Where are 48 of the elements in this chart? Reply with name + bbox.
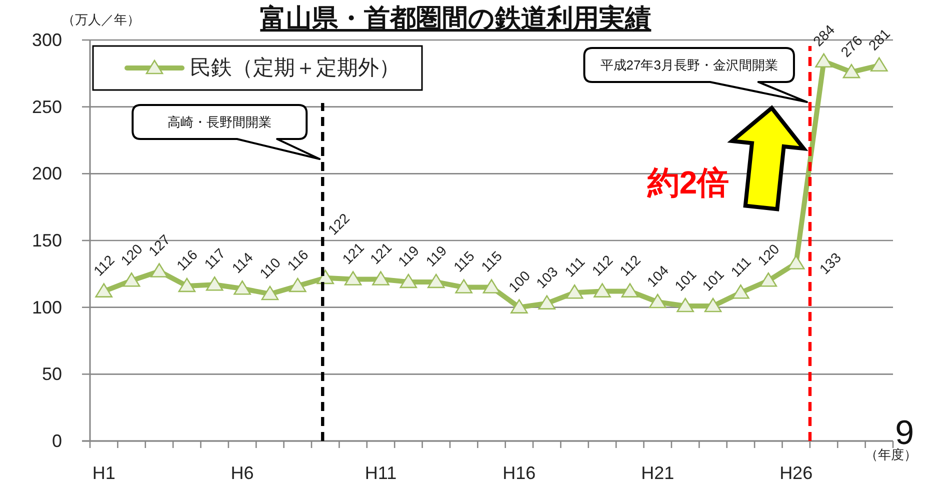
data-label: 276 <box>838 32 866 60</box>
y-tick-label: 200 <box>32 164 62 184</box>
data-label: 101 <box>671 266 700 294</box>
y-tick-label: 300 <box>32 30 62 50</box>
annotation: 高崎・長野間開業 <box>168 114 272 130</box>
data-label: 117 <box>201 245 228 272</box>
y-tick-label: 150 <box>32 230 62 250</box>
data-label: 115 <box>478 248 506 275</box>
y-axis-label: （万人／年） <box>62 12 140 27</box>
data-label: 110 <box>256 254 284 282</box>
data-label: 101 <box>699 266 727 294</box>
data-label: 127 <box>145 231 174 260</box>
x-tick-label: H1 <box>92 463 116 483</box>
y-tick-label: 250 <box>32 96 62 117</box>
y-tick-label: 50 <box>42 364 62 384</box>
data-label: 119 <box>422 242 450 270</box>
x-tick-label: H11 <box>364 463 397 483</box>
x-tick-label: H21 <box>641 463 674 483</box>
data-label: 121 <box>339 239 367 268</box>
data-label: 284 <box>810 21 838 50</box>
data-label: 116 <box>284 246 312 274</box>
data-label: 104 <box>644 262 672 290</box>
data-label: 111 <box>561 253 588 280</box>
title: 富山県・首都圏間の鉄道利用実績 <box>260 3 652 33</box>
data-label: 112 <box>588 252 616 279</box>
x-tick-label: H16 <box>502 463 536 483</box>
data-label: 119 <box>394 242 422 270</box>
data-label: 120 <box>118 240 146 268</box>
legend-label: 民鉄（定期＋定期外） <box>190 56 400 80</box>
data-label: 121 <box>366 239 395 268</box>
annotation: 平成27年3月長野・金沢間開業 <box>600 58 778 72</box>
data-label: 120 <box>754 240 782 269</box>
data-label: 114 <box>228 249 256 276</box>
x-tick-label: H6 <box>230 463 254 483</box>
data-label: 133 <box>816 249 844 278</box>
x-tick-label: H26 <box>780 463 813 483</box>
annotation: 約2倍 <box>647 164 730 200</box>
data-label: 115 <box>450 248 478 275</box>
data-label: 112 <box>90 252 118 279</box>
data-label: 281 <box>865 25 894 54</box>
data-label: 112 <box>616 252 644 279</box>
data-label: 116 <box>173 246 200 274</box>
data-label: 111 <box>728 253 754 280</box>
data-label: 100 <box>505 267 534 296</box>
y-tick-label: 0 <box>52 431 62 451</box>
data-label: 122 <box>324 210 353 238</box>
data-label: 103 <box>532 263 561 292</box>
y-tick-label: 100 <box>32 297 62 318</box>
